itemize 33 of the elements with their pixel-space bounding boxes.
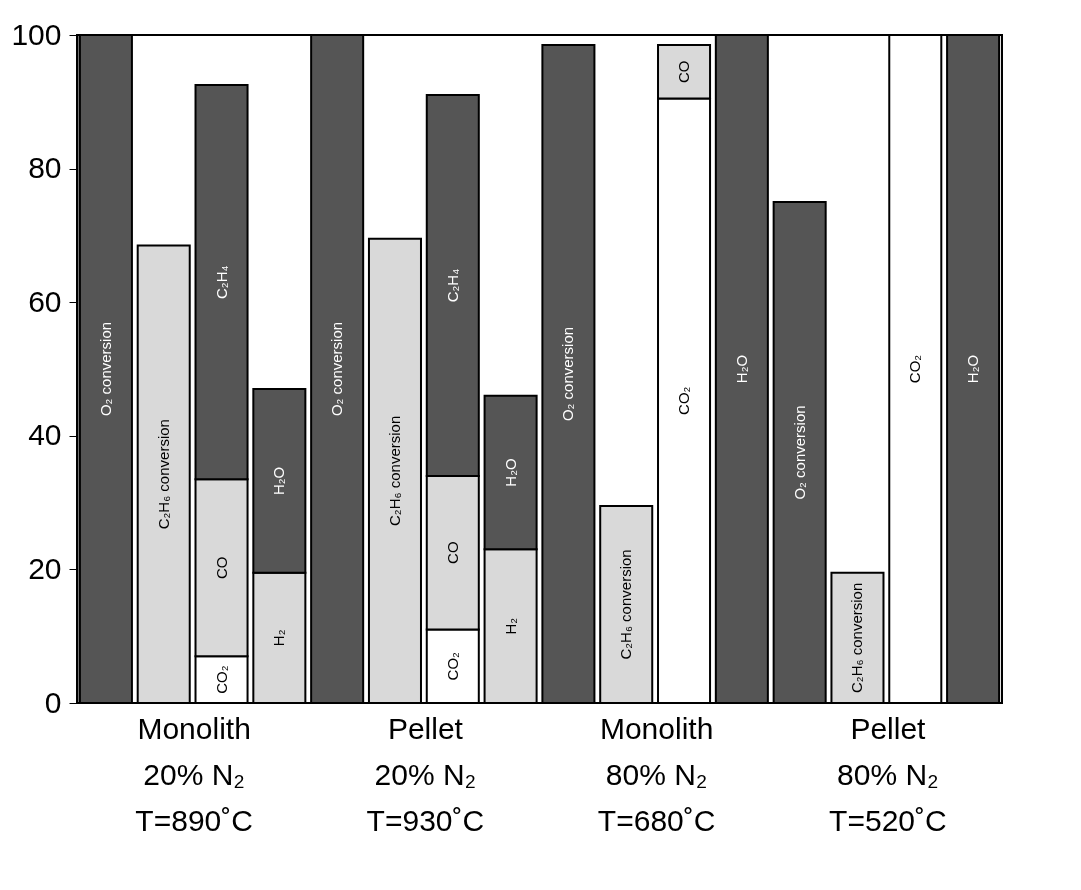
text: CO₂	[906, 354, 924, 384]
series-label: H₂O	[270, 466, 288, 496]
y-tick-label: 80	[28, 151, 62, 185]
text: C₂H₆ conversion	[154, 419, 172, 530]
text: Pellet 20% N₂ T=930˚C	[366, 712, 485, 837]
y-tick-label: 40	[28, 418, 62, 452]
text: O₂ conversion	[96, 321, 114, 417]
text: H₂O	[732, 354, 750, 384]
series-label: C₂H₄	[212, 265, 230, 299]
text: CO	[212, 556, 230, 579]
y-tick-label: 100	[11, 17, 62, 51]
text: H₂O	[501, 458, 519, 487]
text: CO	[443, 541, 461, 564]
series-label: CO	[675, 60, 693, 83]
series-label: CO₂	[212, 665, 230, 694]
text: CO₂	[675, 386, 693, 415]
text: Monolith 20% N₂ T=890˚C	[135, 712, 253, 837]
y-tick-label: 0	[44, 685, 62, 719]
text: H₂O	[964, 354, 982, 384]
text: CO₂	[443, 652, 461, 681]
text: H₂	[501, 617, 519, 635]
text: Pellet 80% N₂ T=520˚C	[829, 712, 947, 837]
series-label: O₂ conversion	[559, 326, 577, 422]
text: O₂ conversion	[328, 321, 346, 417]
text: C₂H₆ conversion	[385, 415, 403, 526]
text: C₂H₆ conversion	[617, 549, 635, 660]
text: O₂ conversion	[790, 405, 808, 500]
series-label: C₂H₆ conversion	[848, 582, 866, 693]
text: C₂H₄	[443, 268, 461, 303]
y-tick-label: 60	[28, 284, 62, 318]
y-tick-label: 20	[28, 551, 62, 585]
text: Monolith 80% N₂ T=680˚C	[597, 712, 716, 837]
series-label: H₂	[270, 629, 288, 647]
